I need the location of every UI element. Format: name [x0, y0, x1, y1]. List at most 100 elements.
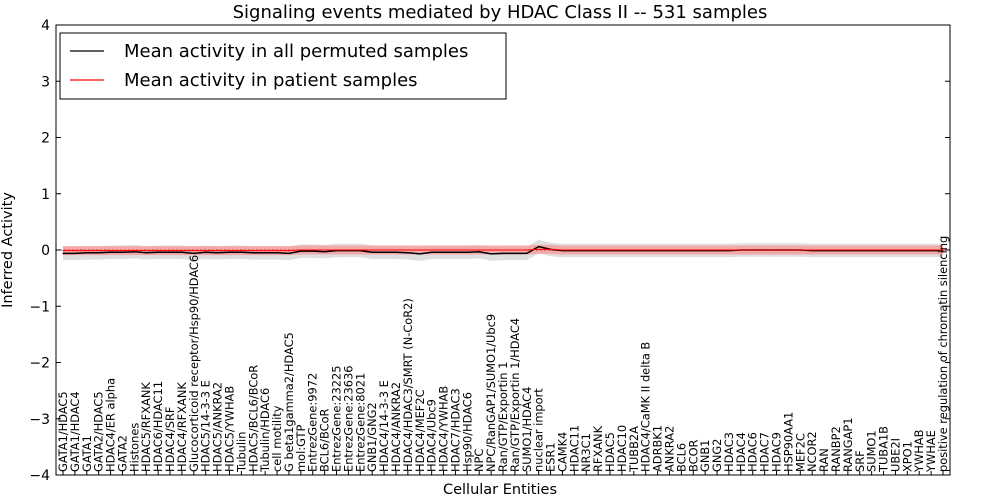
x-tick-label: Ran/GTP/Exportin 1/HDAC4 [508, 318, 522, 472]
data-point [431, 249, 433, 251]
data-point [431, 251, 433, 253]
legend-box [59, 32, 507, 100]
data-point [466, 249, 468, 251]
x-tick-label: ANKRA2 [663, 426, 677, 472]
x-tick-label: UBE2I [888, 438, 902, 472]
x-tick-label: BCOR [686, 439, 700, 472]
x-tick-label: RANGAP1 [841, 417, 855, 472]
x-tick-label: HDAC4 [734, 432, 748, 472]
data-point [859, 249, 861, 251]
data-point [145, 252, 147, 254]
x-tick-label: XPO1 [900, 441, 914, 472]
x-tick-label: RAN [817, 448, 831, 472]
x-tick-label: GNG2 [710, 439, 724, 472]
data-point [121, 251, 124, 253]
x-tick-label: HDAC5 [603, 432, 617, 472]
data-point [335, 249, 338, 251]
data-point [169, 251, 171, 253]
data-point [205, 251, 207, 253]
data-point [526, 249, 528, 251]
data-point [668, 249, 671, 251]
data-point [324, 249, 326, 251]
x-tick-label: HDAC4/CaMK II delta B [639, 342, 653, 472]
plot-frame [55, 24, 951, 476]
x-tick-label: MEF2C [793, 433, 807, 472]
data-point [157, 250, 159, 252]
x-tick-label: positive regulation of chromatin silenci… [936, 236, 950, 472]
x-tick-label: mol:GTP [294, 425, 308, 472]
legend-label-0: Mean activity in all permuted samples [124, 41, 468, 62]
data-point [454, 249, 456, 251]
x-tick-label: HDAC7 [758, 432, 772, 472]
data-point [906, 249, 908, 251]
data-point [585, 249, 587, 251]
data-point [609, 249, 611, 251]
x-tick-label: NPC [472, 449, 486, 472]
x-tick-label: HDAC4/MEF2C [413, 389, 427, 472]
x-tick-label: YWHAB [912, 429, 926, 473]
x-tick-label: G beta1gamma2/HDAC5 [282, 332, 296, 472]
x-axis-label: Cellular Entities [443, 482, 557, 498]
x-tick-label: Tubulin [234, 432, 248, 473]
data-point [312, 250, 314, 252]
data-point [205, 250, 207, 252]
x-tick-label: ESR1 [544, 442, 558, 472]
x-tick-label: HDAC5/YWHAB [223, 386, 237, 472]
y-tick-label: 2 [41, 131, 50, 147]
data-point [347, 249, 349, 251]
data-point [288, 252, 290, 254]
data-point [442, 249, 445, 251]
data-point [228, 250, 231, 252]
data-point [823, 249, 825, 251]
data-point [62, 250, 64, 252]
data-point [704, 249, 706, 251]
data-point [86, 250, 88, 252]
data-point [538, 246, 540, 248]
data-point [573, 249, 576, 251]
x-tick-label: ADRBK1 [651, 425, 665, 472]
x-tick-label: BCL6 [674, 443, 688, 472]
data-point [490, 249, 492, 251]
data-point [395, 251, 397, 253]
data-point [359, 249, 361, 251]
data-point [252, 250, 254, 252]
data-point [276, 250, 278, 252]
y-tick-label: −4 [29, 468, 50, 484]
data-point [621, 249, 623, 251]
data-point [930, 249, 932, 251]
data-point [133, 250, 135, 252]
data-point [561, 249, 564, 251]
data-point [193, 252, 195, 254]
data-point [490, 253, 492, 255]
x-tick-label: HDAC4/ANKRA2 [389, 382, 403, 472]
data-point [466, 251, 468, 253]
x-tick-label: NPC/RanGAP1/SUMO1/Ubc9 [484, 314, 498, 472]
data-point [324, 251, 326, 253]
data-point [918, 249, 920, 251]
data-point [526, 252, 528, 254]
x-tick-label: SUMO1/HDAC4 [520, 387, 534, 472]
data-point [787, 249, 790, 251]
data-point [383, 249, 385, 251]
chart-title: Signaling events mediated by HDAC Class … [233, 2, 768, 23]
x-tick-label: HDAC7/HDAC3 [448, 388, 462, 472]
data-point [264, 250, 266, 252]
x-tick-label: HDAC6/HDAC11 [151, 381, 165, 472]
data-point [799, 249, 801, 251]
x-tick-label: GNB1/GNG2 [365, 402, 379, 472]
data-point [110, 251, 112, 253]
x-tick-label: HDAC6 [746, 432, 760, 472]
x-tick-label: nuclear import [532, 388, 546, 472]
y-tick-label: 1 [41, 187, 50, 203]
y-tick-label: −2 [29, 356, 50, 372]
data-point [514, 249, 516, 251]
data-point [633, 249, 635, 251]
data-point [240, 250, 242, 252]
data-point [383, 251, 385, 253]
data-point [442, 251, 445, 253]
x-tick-label: SRF [853, 450, 867, 472]
data-point [110, 250, 112, 252]
x-tick-label: TUBB2A [627, 426, 641, 473]
data-point [847, 249, 849, 251]
